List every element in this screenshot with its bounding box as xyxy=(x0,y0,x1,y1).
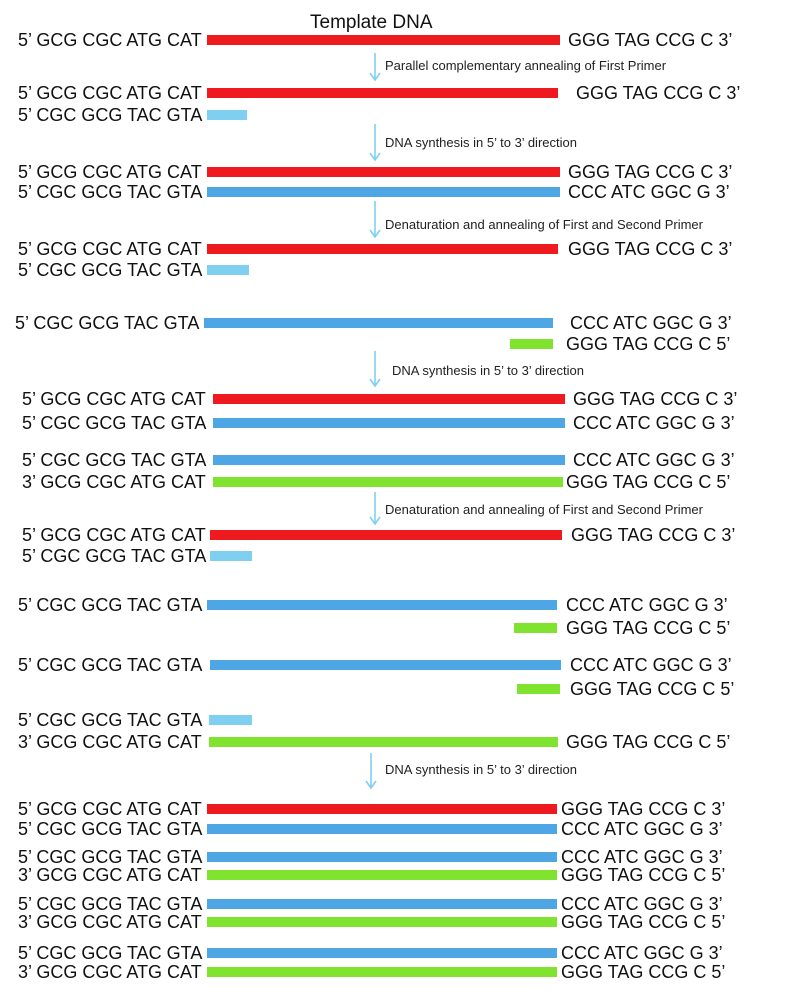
sequence-label-left: 5’ GCG CGC ATG CAT xyxy=(18,799,202,819)
template-strand-bar xyxy=(213,394,565,404)
sequence-label-left: 5’ CGC GCG TAC GTA xyxy=(18,595,202,615)
step-arrowhead-icon xyxy=(365,780,377,790)
sequence-label-right: GGG TAG CCG C 3’ xyxy=(573,389,737,409)
sequence-label-right: GGG TAG CCG C 5’ xyxy=(561,962,725,982)
sequence-label-left: 5’ CGC GCG TAC GTA xyxy=(18,710,202,730)
template-strand-bar xyxy=(210,530,562,540)
second-primer-strand-bar xyxy=(207,967,557,977)
first-primer-bar xyxy=(207,265,249,275)
sequence-label-left: 5’ GCG CGC ATG CAT xyxy=(22,525,206,545)
first-primer-strand-bar xyxy=(207,187,560,197)
sequence-label-left: 5’ CGC GCG TAC GTA xyxy=(15,313,199,333)
template-strand-bar xyxy=(207,167,560,177)
sequence-label-right: CCC ATC GGC G 3’ xyxy=(566,595,728,615)
sequence-label-left: 3’ GCG CGC ATG CAT xyxy=(18,962,202,982)
sequence-label-right: CCC ATC GGC G 3’ xyxy=(573,450,735,470)
sequence-label-right: GGG TAG CCG C 5’ xyxy=(561,912,725,932)
sequence-label-right: CCC ATC GGC G 3’ xyxy=(573,413,735,433)
sequence-label-left: 3’ GCG CGC ATG CAT xyxy=(18,732,202,752)
second-primer-strand-bar xyxy=(213,477,563,487)
sequence-label-left: 5’ CGC GCG TAC GTA xyxy=(18,260,202,280)
second-primer-strand-bar xyxy=(209,737,558,747)
step-label: Parallel complementary annealing of Firs… xyxy=(385,58,667,73)
step-label: Denaturation and annealing of First and … xyxy=(385,502,704,517)
sequence-label-left: 3’ GCG CGC ATG CAT xyxy=(18,865,202,885)
second-primer-strand-bar xyxy=(517,684,560,694)
first-primer-strand-bar xyxy=(207,852,557,862)
template-strand-bar xyxy=(207,804,557,814)
first-primer-strand-bar xyxy=(213,455,565,465)
sequence-label-left: 5’ CGC GCG TAC GTA xyxy=(18,655,202,675)
sequence-label-left: 5’ CGC GCG TAC GTA xyxy=(22,450,206,470)
step-label: Denaturation and annealing of First and … xyxy=(385,217,704,232)
sequence-label-left: 5’ CGC GCG TAC GTA xyxy=(18,943,202,963)
first-primer-bar xyxy=(207,110,247,120)
sequence-label-right: CCC ATC GGC G 3’ xyxy=(561,943,723,963)
sequence-label-left: 5’ GCG CGC ATG CAT xyxy=(18,30,202,50)
sequence-label-right: GGG TAG CCG C 5’ xyxy=(561,865,725,885)
sequence-label-right: CCC ATC GGC G 3’ xyxy=(570,655,732,675)
second-primer-strand-bar xyxy=(510,339,553,349)
sequence-label-left: 5’ GCG CGC ATG CAT xyxy=(18,83,202,103)
sequence-label-left: 3’ GCG CGC ATG CAT xyxy=(22,472,206,492)
first-primer-bar xyxy=(210,551,252,561)
sequence-label-right: CCC ATC GGC G 3’ xyxy=(568,182,730,202)
step-arrowhead-icon xyxy=(369,152,381,162)
template-strand-bar xyxy=(207,35,560,45)
sequence-label-right: GGG TAG CCG C 5’ xyxy=(566,618,730,638)
second-primer-strand-bar xyxy=(514,623,557,633)
first-primer-strand-bar xyxy=(207,600,557,610)
sequence-label-left: 5’ CGC GCG TAC GTA xyxy=(18,105,202,125)
sequence-label-left: 5’ CGC GCG TAC GTA xyxy=(18,847,202,867)
second-primer-strand-bar xyxy=(207,870,557,880)
sequence-label-right: CCC ATC GGC G 3’ xyxy=(561,819,723,839)
step-arrowhead-icon xyxy=(369,516,381,526)
sequence-label-left: 3’ GCG CGC ATG CAT xyxy=(18,912,202,932)
sequence-label-right: GGG TAG CCG C 5’ xyxy=(566,334,730,354)
sequence-label-right: GGG TAG CCG C 5’ xyxy=(570,679,734,699)
sequence-label-left: 5’ CGC GCG TAC GTA xyxy=(22,413,206,433)
sequence-label-left: 5’ CGC GCG TAC GTA xyxy=(22,546,206,566)
template-strand-bar xyxy=(207,244,558,254)
sequence-label-right: GGG TAG CCG C 3’ xyxy=(568,239,732,259)
sequence-label-right: GGG TAG CCG C 5’ xyxy=(566,472,730,492)
sequence-label-right: GGG TAG CCG C 3’ xyxy=(568,30,732,50)
template-strand-bar xyxy=(207,88,558,98)
first-primer-strand-bar xyxy=(207,899,557,909)
sequence-label-right: GGG TAG CCG C 5’ xyxy=(566,732,730,752)
diagram-title: Template DNA xyxy=(310,12,433,33)
sequence-label-left: 5’ CGC GCG TAC GTA xyxy=(18,182,202,202)
step-arrowhead-icon xyxy=(369,72,381,82)
sequence-label-left: 5’ CGC GCG TAC GTA xyxy=(18,819,202,839)
step-arrowhead-icon xyxy=(369,229,381,239)
first-primer-bar xyxy=(209,715,252,725)
first-primer-strand-bar xyxy=(210,660,561,670)
sequence-label-left: 5’ CGC GCG TAC GTA xyxy=(18,894,202,914)
sequence-label-left: 5’ GCG CGC ATG CAT xyxy=(18,239,202,259)
first-primer-strand-bar xyxy=(204,318,553,328)
step-label: DNA synthesis in 5’ to 3’ direction xyxy=(392,363,584,378)
sequence-label-right: GGG TAG CCG C 3’ xyxy=(576,83,740,103)
sequence-label-right: CCC ATC GGC G 3’ xyxy=(570,313,732,333)
sequence-label-right: GGG TAG CCG C 3’ xyxy=(568,162,732,182)
sequence-label-right: GGG TAG CCG C 3’ xyxy=(561,799,725,819)
second-primer-strand-bar xyxy=(207,917,557,927)
first-primer-strand-bar xyxy=(207,948,557,958)
step-arrowhead-icon xyxy=(369,378,381,388)
sequence-label-left: 5’ GCG CGC ATG CAT xyxy=(22,389,206,409)
step-label: DNA synthesis in 5’ to 3’ direction xyxy=(385,135,577,150)
first-primer-strand-bar xyxy=(207,824,557,834)
sequence-label-right: CCC ATC GGC G 3’ xyxy=(561,894,723,914)
step-label: DNA synthesis in 5’ to 3’ direction xyxy=(385,762,577,777)
first-primer-strand-bar xyxy=(213,418,565,428)
sequence-label-right: GGG TAG CCG C 3’ xyxy=(571,525,735,545)
sequence-label-left: 5’ GCG CGC ATG CAT xyxy=(18,162,202,182)
sequence-label-right: CCC ATC GGC G 3’ xyxy=(561,847,723,867)
